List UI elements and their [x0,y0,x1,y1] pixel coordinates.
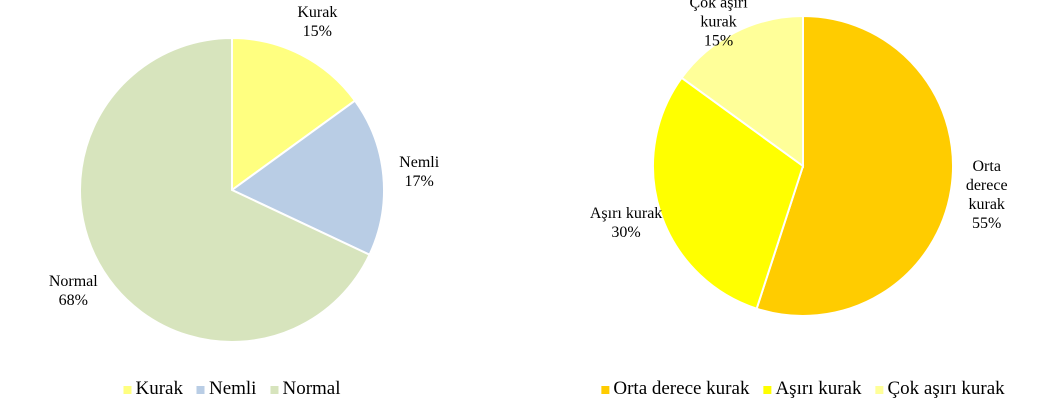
pie-slice [230,99,385,257]
data-label: Orta derece kurak 55% [957,157,1017,233]
label-name: Normal [48,272,98,290]
legend-label: Çok aşırı kurak [887,378,1005,399]
legend: Orta derece kurak Aşırı kurak Çok aşırı ku… [601,378,1005,400]
legend-key [601,385,610,394]
legend: Kurak Nemli Normal [123,378,341,400]
label-name: Çok aşırı kurak [689,0,748,31]
legend-key [123,385,132,394]
legend-item: Aşırı kurak [763,378,861,400]
legend-label: Nemli [208,378,257,399]
data-label: Çok aşırı kurak 15% [689,0,749,51]
pie-slice [79,36,371,343]
legend-key [763,385,772,394]
label-name: Orta derece kurak [965,158,1008,214]
label-name: Nemli [399,154,440,172]
legend-key [875,385,884,394]
label-value: 15% [703,32,734,50]
label-value: 30% [611,224,641,242]
data-label: Nemli 17% [399,153,439,191]
label-value: 68% [58,291,88,309]
legend-key [196,385,205,394]
legend-item: Nemli [196,378,257,400]
data-label: Kurak 15% [297,3,337,41]
label-value: 55% [972,215,1002,233]
data-label: Aşırı kurak 30% [590,204,662,242]
legend-key [270,385,279,394]
legend-item: Orta derece kurak [601,378,749,400]
label-value: 15% [302,23,333,41]
pie-slice [755,14,954,317]
legend-item: Kurak [123,378,183,400]
legend-item: Normal [270,378,341,400]
pie-slice [652,76,805,310]
pie-slice [680,14,804,168]
label-value: 17% [404,173,434,191]
legend-item: Çok aşırı kurak [875,378,1005,400]
label-name: Kurak [297,4,338,22]
pie-slice [231,36,357,192]
legend-label: Orta derece kurak [613,378,750,399]
legend-label: Kurak [135,378,183,399]
legend-label: Normal [282,378,341,399]
legend-label: Aşırı kurak [775,378,862,399]
label-name: Aşırı kurak [589,205,663,223]
data-label: Normal 68% [49,272,98,310]
